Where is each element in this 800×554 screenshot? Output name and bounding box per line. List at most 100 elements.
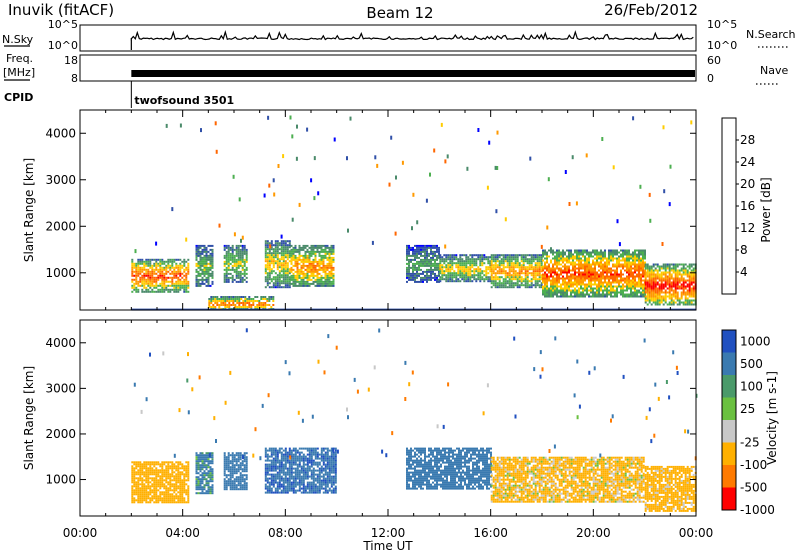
heatmap-cell xyxy=(564,251,566,254)
heatmap-cell xyxy=(280,282,283,285)
heatmap-cell xyxy=(227,248,230,251)
heatmap-cell xyxy=(542,251,544,254)
heatmap-cell xyxy=(686,283,689,286)
heatmap-cell xyxy=(211,276,214,279)
heatmap-cell xyxy=(276,252,279,255)
heatmap-cell xyxy=(670,277,673,280)
heatmap-cell xyxy=(231,482,234,485)
heatmap-cell xyxy=(243,246,246,249)
heatmap-cell xyxy=(636,255,638,258)
power-ylabel: Slant Range [km] xyxy=(22,158,36,262)
heatmap-cell xyxy=(141,284,144,287)
heatmap-cell xyxy=(652,285,655,288)
heatmap-cell xyxy=(236,306,239,308)
heatmap-cell xyxy=(231,470,234,473)
heatmap-cell xyxy=(518,284,521,287)
heatmap-cell xyxy=(302,256,305,259)
heatmap-cell xyxy=(616,275,618,278)
heatmap-cell xyxy=(416,246,418,249)
heatmap-cell xyxy=(582,259,584,262)
heatmap-cell xyxy=(588,285,590,288)
heatmap-cell xyxy=(264,469,267,472)
heatmap-cell xyxy=(239,464,242,467)
heatmap-cell xyxy=(463,264,466,267)
heatmap-cell xyxy=(183,258,186,261)
heatmap-cell xyxy=(604,279,606,282)
heatmap-cell xyxy=(420,246,422,249)
heatmap-cell xyxy=(449,268,452,271)
heatmap-cell xyxy=(610,259,612,262)
heatmap-cell xyxy=(290,250,293,253)
heatmap-cell xyxy=(157,463,160,466)
heatmap-cell xyxy=(183,499,186,502)
heatmap-cell xyxy=(676,271,679,274)
heatmap-cell xyxy=(225,272,228,275)
heatmap-cell xyxy=(626,263,628,266)
heatmap-cell xyxy=(238,302,241,304)
heatmap-cell xyxy=(183,475,186,478)
heatmap-cell xyxy=(582,249,584,252)
heatmap-cell xyxy=(690,295,693,298)
heatmap-cell xyxy=(280,244,283,247)
heatmap-cell xyxy=(436,244,438,247)
heatmap-cell xyxy=(518,280,521,283)
heatmap-cell xyxy=(494,165,497,170)
heatmap-cell xyxy=(644,289,647,292)
heatmap-cell xyxy=(500,284,503,287)
heatmap-cell xyxy=(143,274,146,277)
heatmap-cell xyxy=(225,258,228,261)
heatmap-cell xyxy=(622,265,624,268)
heatmap-cell xyxy=(314,260,317,263)
heatmap-cell xyxy=(165,491,168,494)
heatmap-cell xyxy=(574,269,576,272)
heatmap-cell xyxy=(135,286,138,289)
heatmap-cell xyxy=(618,279,620,282)
heatmap-cell xyxy=(430,264,432,267)
heatmap-cell xyxy=(548,267,550,270)
heatmap-cell xyxy=(183,467,186,470)
heatmap-cell xyxy=(634,251,636,254)
heatmap-cell xyxy=(139,266,142,269)
heatmap-cell xyxy=(416,270,418,273)
heatmap-cell xyxy=(268,260,271,263)
heatmap-cell xyxy=(185,479,188,482)
heatmap-cell xyxy=(528,280,531,283)
heatmap-cell xyxy=(592,261,594,264)
heatmap-cell xyxy=(594,291,596,294)
heatmap-cell xyxy=(620,285,622,288)
heatmap-cell xyxy=(416,220,419,225)
heatmap-cell xyxy=(632,279,634,282)
heatmap-cell xyxy=(598,277,600,280)
heatmap-cell xyxy=(554,255,556,258)
heatmap-cell xyxy=(197,492,200,495)
heatmap-cell xyxy=(159,485,162,488)
heatmap-cell xyxy=(268,304,271,306)
heatmap-cell xyxy=(288,286,291,289)
heatmap-cell xyxy=(668,279,671,282)
heatmap-cell xyxy=(165,461,168,464)
heatmap-cell xyxy=(546,253,548,256)
heatmap-cell xyxy=(211,488,214,491)
heatmap-cell xyxy=(604,277,606,280)
heatmap-cell xyxy=(626,293,628,296)
heatmap-cell xyxy=(185,475,188,478)
heatmap-cell xyxy=(596,277,598,280)
heatmap-cell xyxy=(243,274,246,277)
heatmap-cell xyxy=(395,175,397,180)
heatmap-cell xyxy=(203,492,206,495)
heatmap-cell xyxy=(556,255,558,258)
heatmap-cell xyxy=(646,289,649,292)
heatmap-cell xyxy=(179,288,182,291)
heatmap-cell xyxy=(438,270,440,273)
heatmap-cell xyxy=(514,276,517,279)
heatmap-cell xyxy=(195,282,198,285)
heatmap-cell xyxy=(492,282,495,285)
heatmap-cell xyxy=(155,284,158,287)
heatmap-cell xyxy=(324,264,327,267)
heatmap-cell xyxy=(173,260,176,263)
heatmap-cell xyxy=(227,256,230,259)
heatmap-cell xyxy=(518,278,521,281)
heatmap-cell xyxy=(199,246,202,249)
heatmap-cell xyxy=(644,249,646,252)
heatmap-cell xyxy=(165,469,168,472)
